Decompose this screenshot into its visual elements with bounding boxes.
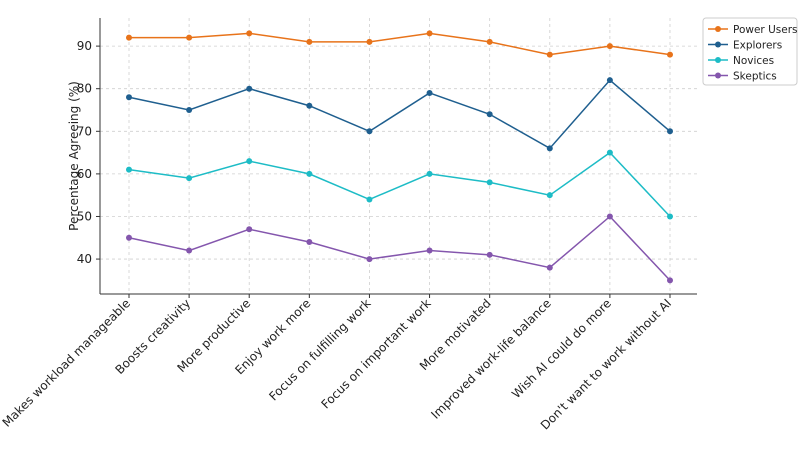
legend-label: Explorers	[733, 40, 782, 52]
data-point	[546, 192, 553, 199]
data-point	[426, 247, 433, 254]
legend-box	[702, 17, 798, 86]
data-point	[546, 145, 553, 152]
legend-marker	[715, 72, 721, 79]
data-point	[426, 30, 433, 37]
data-point	[126, 166, 132, 173]
data-point	[246, 30, 253, 37]
data-point	[366, 128, 373, 135]
series-line	[128, 79, 671, 150]
data-point	[366, 256, 373, 263]
data-point	[126, 234, 132, 241]
x-tick-label: Focus on important work	[318, 296, 433, 411]
data-point	[306, 38, 313, 45]
data-point	[486, 179, 493, 186]
data-point	[186, 247, 193, 254]
data-point	[186, 107, 193, 113]
data-point	[426, 170, 433, 177]
x-tick-label: Wish AI could do more	[509, 296, 614, 401]
legend-marker	[715, 26, 721, 32]
x-tick-label: Focus on fulfilling work	[266, 296, 373, 403]
series-group	[126, 30, 673, 284]
data-point	[126, 34, 132, 41]
data-point	[426, 89, 433, 96]
data-point	[606, 43, 613, 50]
y-tick-label: 70	[77, 124, 92, 138]
legend-label: Novices	[733, 55, 774, 67]
series-novices	[126, 149, 673, 220]
data-point	[546, 51, 553, 58]
legend: Power Users Explorers Novices Skeptics	[702, 17, 798, 86]
data-point	[486, 38, 493, 45]
data-point	[606, 77, 613, 84]
series-explorers	[126, 77, 673, 152]
y-axis-label: Percentage Agreeing (%)	[67, 81, 81, 231]
data-point	[246, 226, 253, 233]
x-tick-label: Improved work-life balance	[428, 296, 554, 422]
data-point	[546, 264, 553, 271]
data-point	[186, 175, 193, 182]
data-point	[486, 111, 493, 118]
data-point	[246, 158, 253, 165]
data-point	[366, 38, 373, 45]
data-point	[126, 94, 132, 101]
data-point	[667, 277, 673, 284]
series-power-users	[126, 30, 673, 58]
y-tick-label: 50	[77, 209, 92, 223]
legend-label: Skeptics	[733, 71, 777, 83]
data-point	[306, 102, 313, 109]
data-point	[366, 196, 373, 203]
series-line	[129, 32, 671, 56]
legend-label: Power Users	[733, 24, 798, 36]
x-tick-label: Makes workload manageable	[0, 296, 133, 430]
data-point	[246, 85, 253, 92]
y-tick-label: 40	[77, 252, 92, 266]
data-point	[306, 170, 313, 177]
legend-marker	[715, 41, 721, 48]
data-point	[667, 51, 673, 58]
data-point	[486, 251, 493, 258]
data-point	[606, 213, 613, 220]
x-tick-label: Don't want to work without AI	[538, 296, 674, 432]
data-point	[667, 213, 673, 220]
data-point	[667, 128, 673, 135]
data-point	[306, 239, 313, 246]
series-skeptics	[126, 213, 673, 284]
data-point	[186, 34, 193, 41]
series-line	[128, 151, 671, 217]
y-tick-label: 80	[77, 82, 92, 96]
series-line	[128, 215, 671, 281]
legend-marker	[715, 57, 721, 63]
y-tick-label: 60	[77, 167, 92, 181]
data-point	[606, 149, 613, 156]
y-tick-label: 90	[77, 39, 92, 53]
